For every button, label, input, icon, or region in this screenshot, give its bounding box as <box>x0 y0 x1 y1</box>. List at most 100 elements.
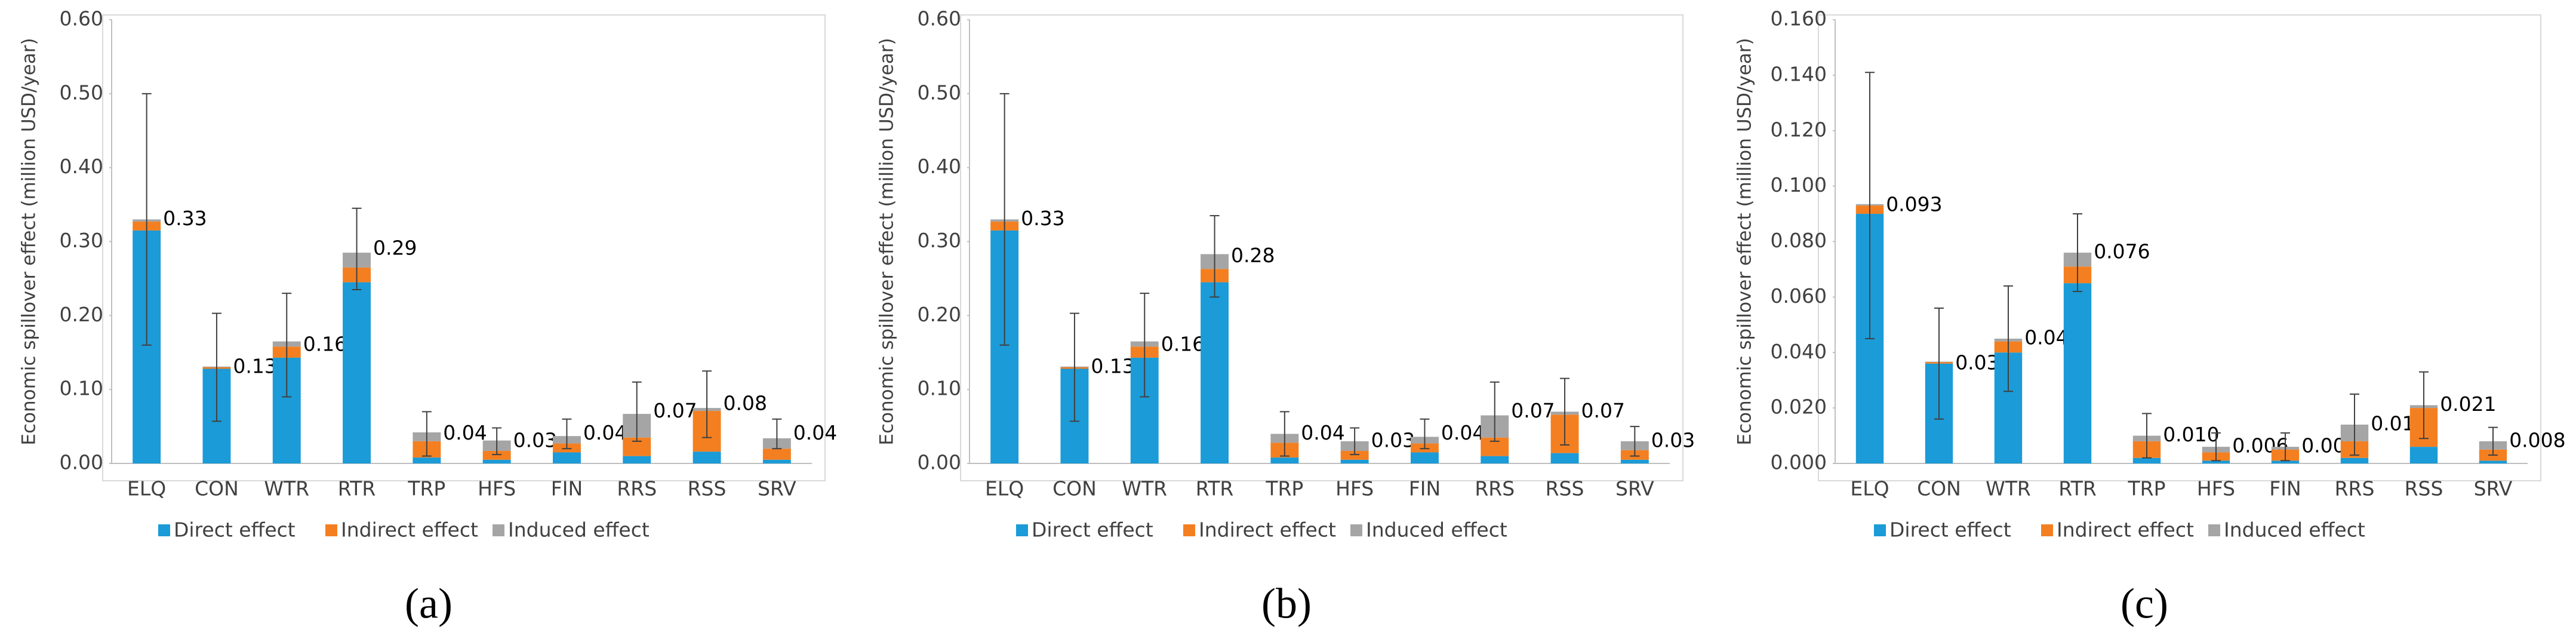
total-label: 0.021 <box>2440 392 2496 416</box>
legend-label: Indirect effect <box>341 518 478 542</box>
bar-segment <box>1201 282 1229 463</box>
legend-item: Direct effect <box>1016 518 1153 542</box>
legend-item: Direct effect <box>158 518 296 542</box>
error-bar <box>562 418 572 450</box>
bar-segment <box>762 449 791 460</box>
bar-segment <box>1620 459 1649 463</box>
bar-segment <box>482 459 511 463</box>
error-bar <box>2419 371 2429 440</box>
legend-swatch <box>1016 524 1028 536</box>
legend-swatch <box>325 524 337 536</box>
error-bar <box>2280 432 2290 462</box>
error-bar <box>211 312 221 422</box>
bar-segment <box>1340 459 1369 463</box>
total-label: 0.07 <box>1581 399 1625 422</box>
x-tick-label: CON <box>1917 477 1961 500</box>
y-tick-label: 0.30 <box>60 229 103 252</box>
x-tick-label: RSS <box>688 477 727 500</box>
error-bar <box>1420 418 1430 450</box>
legend-label: Induced effect <box>1366 518 1507 542</box>
error-bar <box>2142 413 2152 459</box>
total-label: 0.04 <box>1301 421 1344 444</box>
total-label: 0.010 <box>2163 423 2219 446</box>
legend-item: Indirect effect <box>2041 518 2194 542</box>
x-tick-label: CON <box>195 477 239 500</box>
x-tick-label: WTR <box>1122 477 1167 500</box>
y-tick-label: 0.00 <box>918 451 961 474</box>
chart-panel: 0.00 0.10 0.20 0.30 0.40 0.50 0.60 Economic spi… <box>876 7 1695 628</box>
x-tick-label: RTR <box>2058 477 2097 500</box>
y-tick-label: 0.060 <box>1771 284 1827 308</box>
y-tick-label: 0.60 <box>918 7 961 30</box>
x-tick-label: CON <box>1052 477 1097 500</box>
error-bar <box>1560 377 1570 446</box>
total-label: 0.33 <box>163 207 207 230</box>
total-label: 0.03 <box>1371 428 1415 451</box>
legend-item: Induced effect <box>493 518 650 542</box>
x-tick-label: HFS <box>478 477 516 500</box>
chart-panel: 0.00 0.10 0.20 0.30 0.40 0.50 0.60 Economic spi… <box>19 7 838 628</box>
error-bar <box>1489 381 1500 442</box>
total-label: 0.07 <box>653 399 697 422</box>
legend-label: Direct effect <box>1032 518 1153 542</box>
error-bar <box>1069 312 1079 422</box>
bar-segment <box>2409 447 2438 463</box>
legend-label: Indirect effect <box>2057 518 2194 542</box>
x-tick-label: RSS <box>2405 477 2443 500</box>
legend-label: Direct effect <box>174 518 296 542</box>
y-tick-label: 0.120 <box>1771 118 1827 141</box>
legend-label: Indirect effect <box>1199 518 1336 542</box>
bar-segment <box>1410 452 1439 463</box>
x-tick-label: SRV <box>2474 477 2513 500</box>
total-label: 0.29 <box>373 236 417 259</box>
error-bar <box>2350 393 2359 456</box>
x-tick-label: SRV <box>1615 477 1654 500</box>
legend-item: Direct effect <box>1874 518 2011 542</box>
error-bar <box>141 93 152 346</box>
y-tick-label: 0.50 <box>60 81 103 104</box>
bar-segment <box>343 282 371 463</box>
total-label: 0.076 <box>2094 240 2150 263</box>
legend-item: Indirect effect <box>325 518 478 542</box>
y-tick-label: 0.160 <box>1771 7 1827 30</box>
panel-label: (b) <box>1261 580 1312 628</box>
legend-item: Induced effect <box>2208 518 2365 542</box>
bar-segment <box>1481 456 1509 463</box>
x-tick-label: FIN <box>1409 477 1441 500</box>
panel-label: (a) <box>405 580 453 628</box>
legend-swatch <box>493 524 504 536</box>
x-tick-label: ELQ <box>985 477 1024 500</box>
bar-segment <box>2132 457 2161 463</box>
y-tick-label: 0.60 <box>60 7 103 30</box>
y-tick-label: 0.30 <box>918 229 961 252</box>
bar-segment <box>1550 453 1579 463</box>
legend-swatch <box>158 524 170 536</box>
y-tick-label: 0.20 <box>60 303 103 326</box>
bar-segment <box>2271 460 2300 463</box>
bar-segment <box>623 456 651 463</box>
x-tick-label: FIN <box>2269 477 2301 500</box>
x-tick-label: HFS <box>1335 477 1374 500</box>
error-bar <box>282 293 292 398</box>
total-label: 0.16 <box>1161 332 1205 355</box>
total-label: 0.008 <box>2509 428 2565 451</box>
legend-swatch <box>2208 524 2220 536</box>
total-label: 0.03 <box>1651 428 1695 451</box>
y-tick-label: 0.20 <box>918 303 961 326</box>
y-tick-label: 0.000 <box>1771 451 1827 474</box>
legend-label: Induced effect <box>2224 518 2365 542</box>
x-tick-label: RRS <box>2335 477 2375 500</box>
y-tick-label: 0.40 <box>918 155 961 178</box>
bar-segment <box>2340 457 2369 463</box>
legend-item: Indirect effect <box>1183 518 1336 542</box>
total-label: 0.093 <box>1886 193 1942 216</box>
legend-label: Induced effect <box>508 518 650 542</box>
y-tick-label: 0.140 <box>1771 62 1827 85</box>
error-bar <box>2211 432 2221 462</box>
y-axis-label: Economic spillover effect (million USD/y… <box>19 38 40 445</box>
y-tick-label: 0.020 <box>1771 395 1827 419</box>
bar-segment <box>1340 450 1369 460</box>
error-bar <box>1934 307 1944 420</box>
y-tick-label: 0.100 <box>1771 173 1827 196</box>
legend-swatch <box>1874 524 1886 536</box>
